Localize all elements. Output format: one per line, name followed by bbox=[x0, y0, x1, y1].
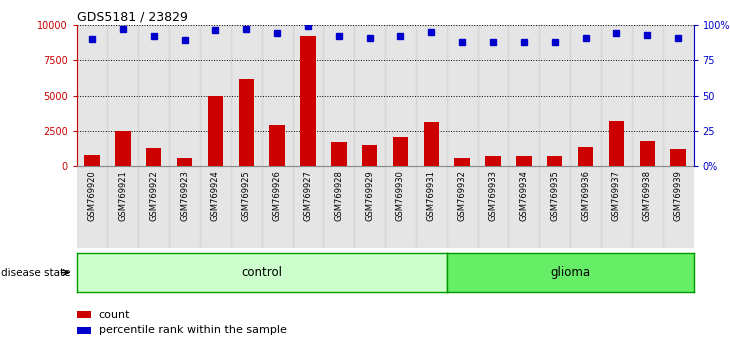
Bar bbox=[477, 166, 508, 248]
Bar bbox=[177, 158, 192, 166]
Bar bbox=[663, 166, 694, 248]
Bar bbox=[447, 25, 477, 166]
Text: GSM769929: GSM769929 bbox=[365, 170, 374, 221]
Bar bbox=[447, 166, 477, 248]
Bar bbox=[539, 166, 570, 248]
Text: GSM769939: GSM769939 bbox=[674, 170, 683, 221]
Bar bbox=[146, 148, 161, 166]
Bar bbox=[107, 25, 138, 166]
Text: control: control bbox=[241, 266, 283, 279]
Bar bbox=[331, 142, 347, 166]
Text: GSM769932: GSM769932 bbox=[458, 170, 466, 221]
Text: GSM769938: GSM769938 bbox=[642, 170, 652, 222]
Bar bbox=[138, 166, 169, 248]
Text: GSM769935: GSM769935 bbox=[550, 170, 559, 221]
Bar bbox=[323, 166, 354, 248]
Bar bbox=[262, 25, 293, 166]
Bar bbox=[570, 25, 601, 166]
Bar bbox=[262, 166, 293, 248]
Bar bbox=[169, 166, 200, 248]
Bar bbox=[631, 166, 663, 248]
Text: GDS5181 / 23829: GDS5181 / 23829 bbox=[77, 11, 188, 24]
Bar bbox=[293, 166, 323, 248]
Bar bbox=[509, 166, 539, 248]
Bar bbox=[231, 25, 261, 166]
Bar bbox=[509, 25, 539, 166]
Text: GSM769924: GSM769924 bbox=[211, 170, 220, 221]
Bar bbox=[77, 311, 91, 318]
Bar bbox=[601, 25, 631, 166]
Text: disease state: disease state bbox=[1, 268, 70, 278]
Bar bbox=[516, 156, 531, 166]
Text: GSM769937: GSM769937 bbox=[612, 170, 621, 222]
Text: GSM769927: GSM769927 bbox=[304, 170, 312, 221]
Bar bbox=[169, 25, 200, 166]
Text: GSM769925: GSM769925 bbox=[242, 170, 251, 221]
Text: GSM769923: GSM769923 bbox=[180, 170, 189, 221]
Bar bbox=[85, 155, 100, 166]
Text: GSM769922: GSM769922 bbox=[149, 170, 158, 221]
Bar bbox=[138, 25, 169, 166]
Bar bbox=[485, 156, 501, 166]
Bar bbox=[477, 25, 508, 166]
Bar bbox=[231, 166, 261, 248]
Bar bbox=[200, 166, 231, 248]
Text: GSM769928: GSM769928 bbox=[334, 170, 343, 221]
Bar bbox=[601, 166, 631, 248]
Bar bbox=[115, 131, 131, 166]
Bar bbox=[455, 158, 470, 166]
Text: GSM769921: GSM769921 bbox=[118, 170, 128, 221]
Bar bbox=[354, 25, 385, 166]
Bar bbox=[107, 166, 138, 248]
Bar bbox=[639, 141, 655, 166]
Bar bbox=[77, 166, 107, 248]
Text: percentile rank within the sample: percentile rank within the sample bbox=[99, 325, 287, 335]
Bar bbox=[393, 137, 408, 166]
Bar bbox=[578, 147, 593, 166]
Bar bbox=[208, 96, 223, 166]
Bar bbox=[269, 125, 285, 166]
Bar bbox=[239, 79, 254, 166]
Bar bbox=[77, 25, 107, 166]
Bar bbox=[385, 25, 416, 166]
Bar bbox=[547, 156, 562, 166]
Bar bbox=[416, 166, 447, 248]
Bar bbox=[663, 25, 694, 166]
Bar bbox=[77, 327, 91, 333]
Text: GSM769934: GSM769934 bbox=[519, 170, 529, 221]
Bar bbox=[385, 166, 416, 248]
Bar bbox=[416, 25, 447, 166]
Text: GSM769933: GSM769933 bbox=[488, 170, 498, 222]
Bar bbox=[609, 121, 624, 166]
Text: GSM769931: GSM769931 bbox=[427, 170, 436, 221]
Bar bbox=[539, 25, 570, 166]
Bar bbox=[362, 145, 377, 166]
Text: GSM769930: GSM769930 bbox=[396, 170, 405, 221]
Bar bbox=[293, 25, 323, 166]
Bar bbox=[354, 166, 385, 248]
Bar bbox=[300, 36, 315, 166]
Text: glioma: glioma bbox=[550, 266, 590, 279]
Bar bbox=[670, 149, 685, 166]
Text: count: count bbox=[99, 310, 130, 320]
Text: GSM769926: GSM769926 bbox=[272, 170, 282, 221]
Bar bbox=[200, 25, 231, 166]
Text: GSM769936: GSM769936 bbox=[581, 170, 590, 222]
Bar bbox=[323, 25, 354, 166]
Bar bbox=[631, 25, 663, 166]
Bar bbox=[423, 122, 439, 166]
Bar bbox=[570, 166, 601, 248]
Text: GSM769920: GSM769920 bbox=[88, 170, 96, 221]
